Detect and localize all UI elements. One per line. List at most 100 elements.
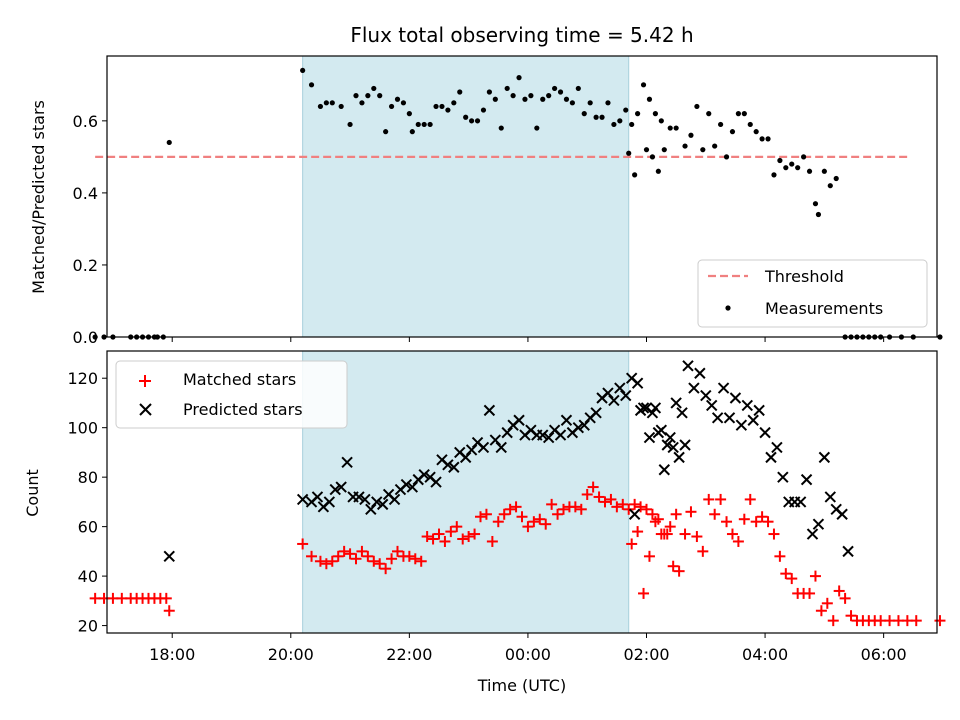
matched-star-point — [421, 531, 433, 543]
measurement-point — [300, 67, 306, 74]
matched-star-point — [809, 570, 821, 582]
measurement-point — [593, 114, 599, 120]
bottom-plot-frame — [106, 350, 938, 634]
matched-star-point — [750, 516, 762, 528]
matched-star-point — [629, 498, 641, 510]
predicted-x-b — [376, 498, 389, 511]
predicted-x-b — [382, 488, 395, 501]
top-plot-frame — [106, 55, 938, 338]
bottom-panel: 18:00 20:00 22:00 00:00 02:00 04:00 06:00 20 40 6… — [23, 350, 946, 695]
predicted-star-point — [661, 439, 673, 451]
predicted-x-b — [842, 545, 854, 558]
top-y-tick-label: 0.6 — [73, 112, 98, 131]
measurement-point — [388, 103, 395, 110]
predicted-star-point — [735, 419, 748, 431]
bottom-y-tick-label: 100 — [67, 419, 98, 438]
predicted-star-point — [646, 407, 659, 419]
predicted-star-point — [824, 491, 836, 503]
predicted-x-b — [483, 404, 496, 417]
predicted-star-point — [495, 441, 507, 454]
observing-window-shade-bottom — [302, 350, 630, 634]
top-y-tick-label: 0.4 — [73, 184, 98, 203]
matched-star-point — [575, 503, 587, 515]
predicted-x-b — [465, 444, 478, 456]
measurement-point — [821, 168, 827, 174]
predicted-x-b — [359, 493, 371, 506]
predicted-star-point — [311, 491, 324, 503]
measurement-point — [815, 211, 822, 218]
measurement-point — [661, 147, 667, 153]
measurement-point — [480, 107, 487, 113]
predicted-x-b — [634, 404, 647, 417]
measurement-point — [504, 85, 510, 92]
measurement-point — [308, 82, 315, 88]
x-tick-label: 02:00 — [623, 645, 669, 664]
top-y-tick-label: 0.2 — [73, 256, 98, 275]
predicted-x-b — [501, 426, 513, 439]
matched-star-point — [691, 531, 703, 543]
measurement-point — [469, 118, 475, 124]
predicted-star-point — [329, 483, 341, 496]
measurement-point — [445, 107, 451, 113]
measurement-point — [729, 129, 736, 135]
measurement-point — [759, 136, 765, 142]
matched-star-point — [540, 518, 552, 530]
predicted-star-point — [459, 451, 472, 464]
predicted-star-point — [418, 468, 430, 481]
predicted-star-point — [723, 412, 736, 424]
predicted-x-b — [365, 503, 377, 516]
matched-star-point — [643, 550, 655, 562]
predicted-star-point — [670, 397, 682, 409]
predicted-star-point — [590, 407, 602, 419]
measurement-point — [383, 129, 389, 135]
matched-star-point — [380, 563, 392, 575]
chart-title: Flux total observing time = 5.42 h — [350, 23, 693, 47]
matched-star-point — [667, 560, 679, 572]
predicted-star-point — [753, 404, 765, 417]
predicted-star-point — [794, 496, 807, 508]
measurement-point — [534, 125, 540, 131]
measurement-point — [498, 125, 504, 131]
matched-star-point — [439, 535, 451, 547]
predicted-star-point — [676, 407, 688, 419]
predicted-star-point — [818, 451, 831, 464]
predicted-star-point — [602, 387, 614, 399]
measurement-point — [581, 111, 587, 117]
measurement-point — [406, 111, 412, 117]
matched-star-point — [709, 508, 721, 520]
measurement-point — [365, 93, 371, 99]
predicted-star-point — [353, 491, 365, 503]
matched-star-point — [632, 526, 644, 538]
predicted-star-point — [631, 377, 644, 389]
predicted-star-point — [759, 426, 771, 439]
measurement-point — [427, 121, 433, 128]
predicted-x-b — [670, 397, 682, 409]
measurement-point — [827, 183, 833, 189]
legend-threshold-label: Threshold — [764, 267, 844, 286]
bottom-y-tick-label: 60 — [78, 518, 98, 537]
x-axis-label: Time (UTC) — [477, 676, 566, 695]
predicted-x-b — [406, 481, 419, 493]
measurement-point — [723, 154, 730, 160]
measurement-point — [706, 111, 712, 117]
x-tick-label: 00:00 — [505, 645, 551, 664]
matched-star-point — [516, 511, 528, 523]
predicted-star-point — [359, 493, 371, 506]
predicted-x-b — [614, 382, 626, 394]
measurement-point — [735, 111, 741, 117]
measurement-point — [812, 201, 819, 207]
predicted-x-b — [554, 429, 567, 441]
measurement-point — [599, 114, 605, 120]
measurement-point — [795, 165, 801, 171]
matched-star-point — [673, 565, 685, 577]
measurement-point — [658, 118, 664, 124]
predicted-x-b — [477, 441, 490, 454]
predicted-x-b — [664, 431, 676, 444]
predicted-x-b — [688, 382, 700, 394]
measurement-point — [510, 93, 516, 99]
predicted-star-point — [163, 550, 175, 563]
measurement-point — [806, 168, 813, 174]
predicted-x-b — [706, 399, 718, 412]
matched-star-point — [469, 528, 481, 540]
predicted-star-point — [741, 399, 753, 412]
